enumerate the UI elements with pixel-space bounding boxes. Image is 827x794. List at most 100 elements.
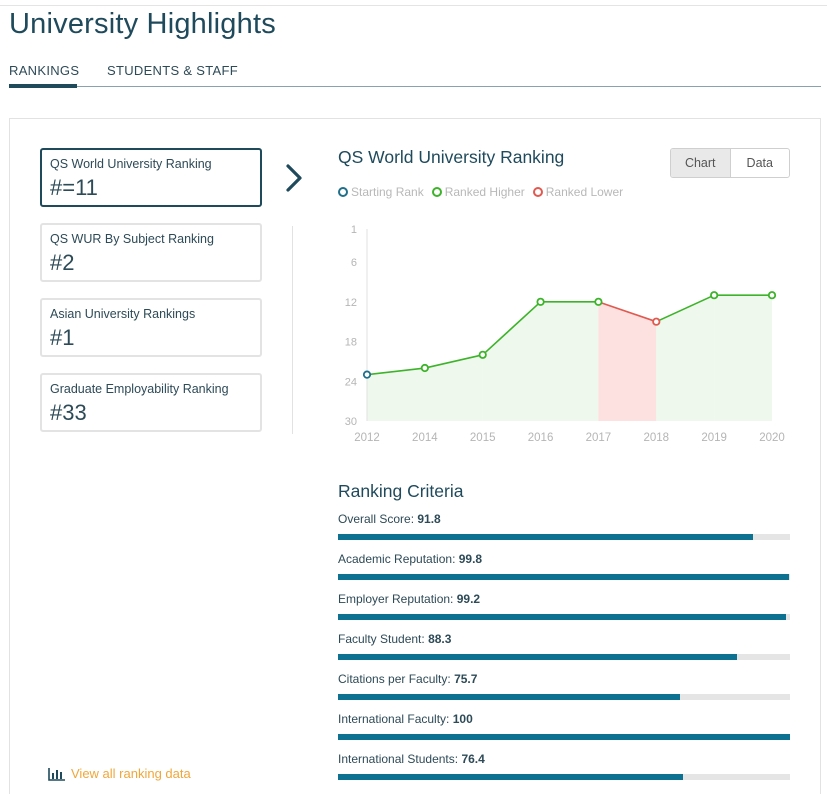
chart-area-segment (714, 295, 772, 421)
criteria-row: International Students: 76.4 (338, 752, 790, 782)
criteria-value: 76.4 (461, 752, 485, 766)
x-tick-label: 2020 (759, 432, 785, 444)
legend-ranked-lower[interactable]: Ranked Lower (532, 185, 623, 199)
legend-circle-icon (431, 187, 442, 197)
criteria-text: Citations per Faculty: 75.7 (338, 672, 477, 686)
criteria-bar-track (338, 654, 790, 660)
criteria-bar-track (338, 574, 790, 580)
x-tick-label: 2015 (470, 432, 496, 444)
ranking-card-by-subject[interactable]: QS WUR By Subject Ranking #2 (40, 223, 262, 282)
series-line-segment (655, 294, 715, 323)
criteria-row: International Faculty: 100 (338, 712, 790, 742)
y-tick-label: 24 (345, 376, 357, 388)
chart-area-segment (540, 301, 599, 421)
criteria-bar-fill (338, 574, 790, 580)
legend-label: Starting Rank (351, 185, 424, 199)
tab-rankings[interactable]: RANKINGS (9, 63, 80, 78)
top-border (0, 0, 827, 6)
x-tick-label: 2019 (701, 432, 727, 444)
data-point (478, 350, 487, 359)
chart-legend: Starting Rank Ranked Higher Ranked Lower (338, 185, 623, 199)
criteria-bar-track (338, 734, 790, 740)
chart-data-toggle: Chart Data (670, 148, 790, 178)
criteria-row: Faculty Student: 88.3 (338, 632, 790, 662)
criteria-value: 75.7 (454, 672, 478, 686)
view-all-label: View all ranking data (71, 766, 191, 781)
criteria-bar-fill (338, 734, 790, 740)
criteria-label: International Students: (338, 752, 459, 766)
criteria-text: International Students: 76.4 (338, 752, 485, 766)
chevron-right-icon[interactable] (283, 163, 305, 193)
ranking-card-label: Graduate Employability Ranking (50, 382, 229, 396)
x-tick-label: 2017 (586, 432, 612, 444)
ranking-card-asian[interactable]: Asian University Rankings #1 (40, 298, 262, 357)
series-line-segment (366, 367, 425, 376)
x-tick-label: 2014 (412, 432, 438, 444)
criteria-bar-fill (338, 534, 753, 540)
y-tick-label: 18 (345, 337, 357, 349)
criteria-row: Employer Reputation: 99.2 (338, 592, 790, 622)
tab-bar: RANKINGS STUDENTS & STAFF (9, 60, 821, 88)
y-tick-label: 12 (345, 297, 357, 309)
criteria-bar-track (338, 614, 790, 620)
criteria-value: 99.2 (456, 592, 481, 606)
chart-area-segment (598, 301, 657, 421)
legend-circle-icon (532, 187, 543, 197)
series-line-segment (482, 301, 542, 356)
criteria-label: Citations per Faculty: (338, 672, 451, 686)
criteria-label: International Faculty: (338, 712, 450, 726)
chart-area-segment (424, 354, 483, 421)
ranking-card-employability[interactable]: Graduate Employability Ranking #33 (40, 373, 262, 432)
criteria-bar-track (338, 694, 790, 700)
criteria-bar-track (338, 774, 790, 780)
criteria-label: Overall Score: (338, 512, 415, 526)
series-line-segment (598, 301, 657, 323)
legend-starting-rank[interactable]: Starting Rank (338, 185, 424, 199)
criteria-row: Academic Reputation: 99.8 (338, 552, 790, 582)
series-line-segment (424, 354, 483, 369)
criteria-value: 100 (452, 712, 473, 726)
chart-view-button[interactable]: Chart (671, 149, 731, 177)
legend-circle-icon (338, 187, 348, 197)
criteria-bar-fill (338, 654, 738, 660)
page-title: University Highlights (9, 8, 276, 40)
criteria-value: 99.8 (458, 552, 483, 566)
criteria-row: Overall Score: 91.8 (338, 512, 790, 542)
y-tick-label: 30 (345, 416, 357, 428)
criteria-bar-track (338, 534, 790, 540)
divider (292, 226, 293, 434)
ranking-card-qs-world[interactable]: QS World University Ranking #=11 (40, 148, 262, 207)
x-tick-label: 2018 (643, 432, 669, 444)
criteria-bar-fill (338, 614, 787, 620)
criteria-label: Academic Reputation: (338, 552, 456, 566)
view-all-ranking-link[interactable]: View all ranking data (48, 766, 191, 781)
data-point (362, 370, 372, 379)
chart-title: QS World University Ranking (338, 147, 565, 167)
legend-ranked-higher[interactable]: Ranked Higher (431, 185, 525, 199)
criteria-text: Academic Reputation: 99.8 (338, 552, 482, 566)
chart-area-segment (482, 301, 541, 421)
chart-area-segment (367, 368, 425, 421)
data-point (767, 291, 777, 300)
data-point (652, 317, 661, 326)
chart-area-segment (656, 295, 715, 421)
criteria-text: Overall Score: 91.8 (338, 512, 441, 526)
criteria-value: 88.3 (428, 632, 452, 646)
data-point (536, 297, 545, 306)
criteria-text: Faculty Student: 88.3 (338, 632, 451, 646)
data-point (710, 291, 719, 300)
highlights-panel (9, 118, 821, 794)
bar-chart-icon (48, 767, 65, 781)
y-tick-label: 1 (351, 224, 357, 236)
ranking-line-chart: 1 6 12 18 24 30 2012 2014 2015 2016 2017 2018 2019 20… (345, 224, 785, 444)
criteria-text: Employer Reputation: 99.2 (338, 592, 480, 606)
data-view-button[interactable]: Data (746, 156, 773, 170)
ranking-card-label: QS WUR By Subject Ranking (50, 232, 214, 246)
ranking-card-label: Asian University Rankings (50, 307, 196, 321)
data-point (594, 297, 603, 306)
criteria-value: 91.8 (417, 512, 441, 526)
criteria-label: Faculty Student: (338, 632, 425, 646)
tab-students-staff[interactable]: STUDENTS & STAFF (107, 63, 238, 78)
ranking-card-value: #2 (50, 250, 75, 275)
ranking-card-label: QS World University Ranking (50, 157, 212, 171)
